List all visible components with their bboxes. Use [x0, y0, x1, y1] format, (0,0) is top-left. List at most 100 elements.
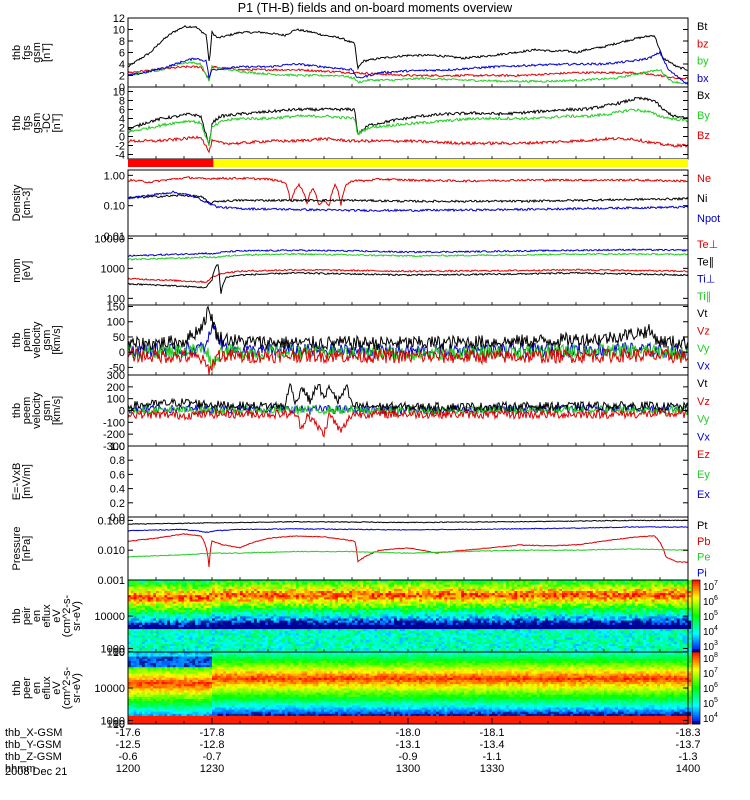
xaxis-value-3-0: 1200	[116, 763, 140, 775]
ytick-label-p7-1: 0.2	[110, 498, 125, 510]
colorbar-tick-s2-6: 10	[703, 684, 715, 695]
xaxis-value-0-3: -18.1	[479, 727, 504, 739]
legend-p4-2: Ti⊥	[697, 274, 715, 286]
legend-p3-1: Ni	[697, 193, 707, 205]
ytick-label-p8-0: 0.001	[97, 575, 125, 587]
legend-p2-0: Bx	[697, 90, 710, 102]
colorbar-exp-s2-6: 6	[714, 682, 718, 689]
ytick-label-p5-4: 150	[107, 302, 125, 314]
ytick-label-s2-3: 10000	[94, 683, 125, 695]
legend-p7-1: Ey	[697, 469, 710, 481]
legend-p7-2: Ex	[697, 489, 710, 501]
mode-bar	[128, 159, 688, 167]
legend-p4-1: Te∥	[697, 256, 714, 268]
ylabel-p3-1: [cm-3]	[21, 188, 33, 219]
ylabel-s1-6: sr-eV)	[71, 601, 83, 631]
legend-p5-1: Vz	[697, 326, 710, 338]
series-p1-Bt	[128, 26, 688, 71]
colorbar-exp-s1-5: 5	[714, 610, 718, 617]
legend-p1-0: Bt	[697, 21, 707, 33]
ytick-label-p7-4: 0.8	[110, 455, 125, 467]
series-p2-Bz	[128, 136, 688, 152]
series-p8-Pi	[128, 527, 688, 533]
legend-p8-3: Pi	[697, 567, 707, 579]
ytick-label-p1-3: 6	[119, 48, 125, 60]
ytick-label-p1-5: 10	[113, 25, 125, 37]
date-label: 2008 Dec 21	[5, 766, 67, 778]
colorbar-exp-s2-4: 4	[714, 712, 718, 719]
legend-p6-1: Vz	[697, 396, 710, 408]
ylabel-p4-1: [eV]	[21, 261, 33, 281]
xaxis-value-1-3: -13.4	[479, 739, 504, 751]
ytick-label-s2-2: 1000	[101, 715, 125, 727]
ytick-label-p4-2: 10000	[94, 233, 125, 245]
legend-p5-3: Vx	[697, 361, 710, 373]
ytick-label-p3-2: 1.00	[104, 170, 125, 182]
series-group-p3	[128, 177, 688, 212]
series-p8-Pe	[128, 549, 688, 557]
xaxis-value-2-3: -1.1	[483, 751, 502, 763]
series-p2-Bx	[128, 97, 688, 144]
frame-p4	[128, 236, 688, 305]
xaxis-value-3-3: 1330	[480, 763, 504, 775]
series-p8-Pb	[128, 534, 688, 567]
legend-p5-2: Vy	[697, 343, 710, 355]
ytick-label-p6-3: 0	[119, 406, 125, 418]
colorbar-exp-s2-7: 7	[714, 667, 718, 674]
series-group-p4	[128, 249, 688, 294]
ytick-label-p6-4: 100	[107, 394, 125, 406]
legend-p4-0: Te⊥	[697, 239, 718, 251]
legend-p6-0: Vt	[697, 378, 707, 390]
ytick-label-p8-2: 0.100	[97, 515, 125, 527]
colorbar-exp-s2-5: 5	[714, 697, 718, 704]
series-p6-Vz	[128, 410, 688, 437]
ytick-label-p7-3: 0.6	[110, 469, 125, 481]
colorbar-exp-s2-8: 8	[714, 652, 718, 659]
ytick-label-p5-3: 100	[107, 317, 125, 329]
ytick-label-p1-4: 8	[119, 36, 125, 48]
ylabel-p2-4: [nT]	[51, 114, 63, 133]
legend-p6-2: Vy	[697, 414, 710, 426]
spectrogram-s2	[128, 652, 691, 724]
frame-p1	[128, 18, 688, 87]
xaxis-value-0-4: -18.3	[675, 727, 700, 739]
legend-p8-1: Pb	[697, 536, 710, 548]
legend-p7: Ez Ey Ex	[697, 449, 710, 501]
ytick-label-p6-2: -100	[103, 417, 125, 429]
xaxis-row-label-1: thb_Y-GSM	[5, 739, 61, 751]
ytick-label-p4-1: 1000	[101, 263, 125, 275]
xaxis-value-2-4: -1.3	[679, 751, 698, 763]
series-group-p8	[128, 520, 688, 567]
ytick-label-p7-5: 1.0	[110, 441, 125, 453]
ytick-label-p3-1: 0.10	[104, 201, 125, 213]
series-p4-Te∥	[128, 265, 688, 294]
series-group-p5	[128, 307, 688, 375]
xaxis-value-0-2: -18.0	[395, 727, 420, 739]
xaxis-value-0-0: -17.6	[115, 727, 140, 739]
colorbar-exp-s1-7: 7	[714, 580, 718, 587]
legend-p3-2: Npot	[697, 213, 720, 225]
ylabel-p7-1: [mV/m]	[21, 464, 33, 499]
legend-p4-3: Ti∥	[697, 291, 711, 303]
ytick-label-p2-7: 10	[113, 87, 125, 99]
colorbar-tick-s2-4: 10	[703, 714, 715, 725]
ytick-label-p6-5: 200	[107, 382, 125, 394]
colorbar-tick-s2-5: 10	[703, 699, 715, 710]
colorbar-exp-s1-4: 4	[714, 625, 718, 632]
ytick-label-p6-6: 300	[107, 370, 125, 382]
ytick-label-s1-3: 10000	[94, 611, 125, 623]
legend-p7-0: Ez	[697, 449, 710, 461]
xaxis-row-label-2: thb_Z-GSM	[5, 751, 62, 763]
